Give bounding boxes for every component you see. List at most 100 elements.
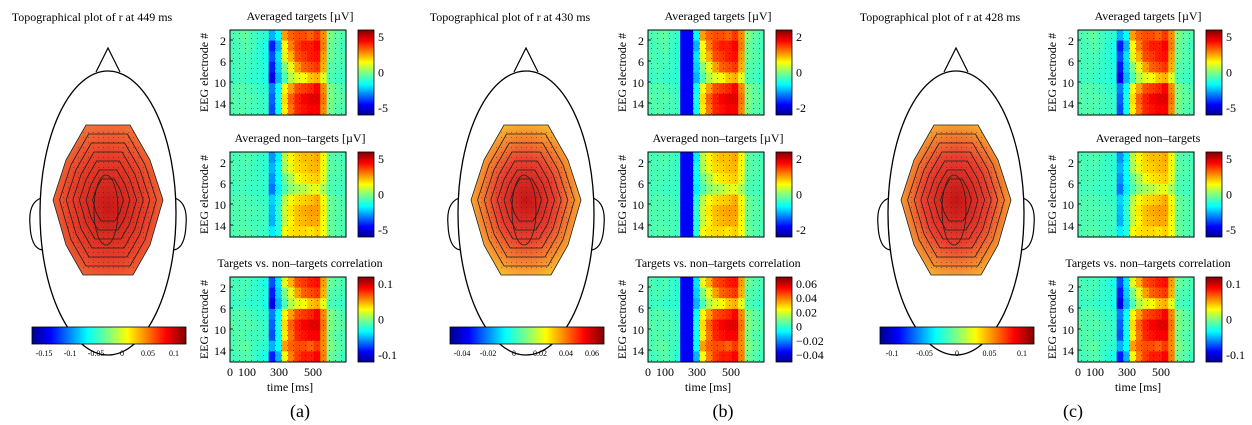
electrode-dot xyxy=(551,252,552,253)
sample-dot xyxy=(693,58,694,59)
sample-dot xyxy=(711,93,712,94)
sample-dot xyxy=(257,295,258,296)
sample-dot xyxy=(759,98,760,99)
electrode-dot xyxy=(911,212,912,213)
electrode-dot xyxy=(516,147,517,148)
heatmap-cell xyxy=(1084,41,1091,52)
heatmap-cell xyxy=(249,83,256,94)
sample-dot xyxy=(741,215,742,216)
sample-dot xyxy=(1123,160,1124,161)
sample-dot xyxy=(299,33,300,34)
sample-dot xyxy=(705,220,706,221)
electrode-dot xyxy=(556,232,557,233)
sample-dot xyxy=(651,83,652,84)
electrode-dot xyxy=(133,237,134,238)
sample-dot xyxy=(239,165,240,166)
heatmap-cell xyxy=(719,330,726,341)
sample-dot xyxy=(341,340,342,341)
sample-dot xyxy=(329,73,330,74)
sample-dot xyxy=(1117,185,1118,186)
sample-dot xyxy=(663,335,664,336)
electrode-dot xyxy=(133,247,134,248)
sample-dot xyxy=(1147,103,1148,104)
heatmap-cell xyxy=(256,173,263,184)
panels-container: Topographical plot of r at 449 ms-0.15 -0… xyxy=(12,9,1245,422)
heatmap-cell xyxy=(1091,94,1098,105)
sample-dot xyxy=(741,155,742,156)
electrode-dot xyxy=(491,162,492,163)
electrode-dot xyxy=(113,182,114,183)
sample-dot xyxy=(251,295,252,296)
electrode-dot xyxy=(536,177,537,178)
sample-dot xyxy=(317,330,318,331)
sample-dot xyxy=(651,200,652,201)
heatmap-cell xyxy=(320,288,327,299)
sample-dot xyxy=(1165,165,1166,166)
sample-dot xyxy=(1171,160,1172,161)
sample-dot xyxy=(1117,108,1118,109)
heatmap-cell xyxy=(307,351,314,362)
electrode-dot xyxy=(926,147,927,148)
electrode-dot xyxy=(501,172,502,173)
sample-dot xyxy=(251,33,252,34)
sample-dot xyxy=(305,205,306,206)
electrode-dot xyxy=(956,177,957,178)
electrode-dot xyxy=(546,147,547,148)
sample-dot xyxy=(687,230,688,231)
electrode-dot xyxy=(491,167,492,168)
sample-dot xyxy=(741,315,742,316)
sample-dot xyxy=(657,335,658,336)
electrode-dot xyxy=(976,152,977,153)
sample-dot xyxy=(341,175,342,176)
sample-dot xyxy=(239,345,240,346)
sample-dot xyxy=(233,350,234,351)
sample-dot xyxy=(723,63,724,64)
electrode-dot xyxy=(516,257,517,258)
sample-dot xyxy=(263,325,264,326)
sample-dot xyxy=(323,355,324,356)
topo-colorbar xyxy=(880,327,1034,344)
sample-dot xyxy=(299,310,300,311)
electrode-dot xyxy=(108,137,109,138)
heatmap-cell xyxy=(1155,152,1162,163)
electrode-dot xyxy=(93,147,94,148)
electrode-dot xyxy=(73,177,74,178)
electrode-dot xyxy=(88,142,89,143)
electrode-dot xyxy=(491,177,492,178)
electrode-dot xyxy=(976,237,977,238)
sample-dot xyxy=(693,215,694,216)
electrode-dot xyxy=(123,137,124,138)
sample-dot xyxy=(663,33,664,34)
heatmap-cell xyxy=(719,288,726,299)
sample-dot xyxy=(239,68,240,69)
sample-dot xyxy=(281,310,282,311)
sample-dot xyxy=(293,98,294,99)
electrode-dot xyxy=(966,257,967,258)
electrode-dot xyxy=(143,207,144,208)
heatmap-cell xyxy=(243,341,250,352)
sample-dot xyxy=(299,335,300,336)
sample-dot xyxy=(1165,43,1166,44)
sample-dot xyxy=(669,73,670,74)
sample-dot xyxy=(251,83,252,84)
electrode-dot xyxy=(916,182,917,183)
electrode-dot xyxy=(571,187,572,188)
electrode-dot xyxy=(946,177,947,178)
heatmap-cell xyxy=(1142,195,1149,206)
electrode-dot xyxy=(556,202,557,203)
electrode-dot xyxy=(113,187,114,188)
topo-colorbar-tick: 0.1 xyxy=(1017,349,1027,358)
electrode-dot xyxy=(946,207,947,208)
sample-dot xyxy=(335,175,336,176)
sample-dot xyxy=(1093,98,1094,99)
electrode-dot xyxy=(951,212,952,213)
electrode-dot xyxy=(521,202,522,203)
sample-dot xyxy=(681,108,682,109)
electrode-dot xyxy=(123,227,124,228)
electrode-dot xyxy=(981,267,982,268)
electrode-dot xyxy=(98,267,99,268)
electrode-dot xyxy=(981,202,982,203)
heatmap-cell xyxy=(243,173,250,184)
sample-dot xyxy=(711,165,712,166)
sample-dot xyxy=(1171,68,1172,69)
